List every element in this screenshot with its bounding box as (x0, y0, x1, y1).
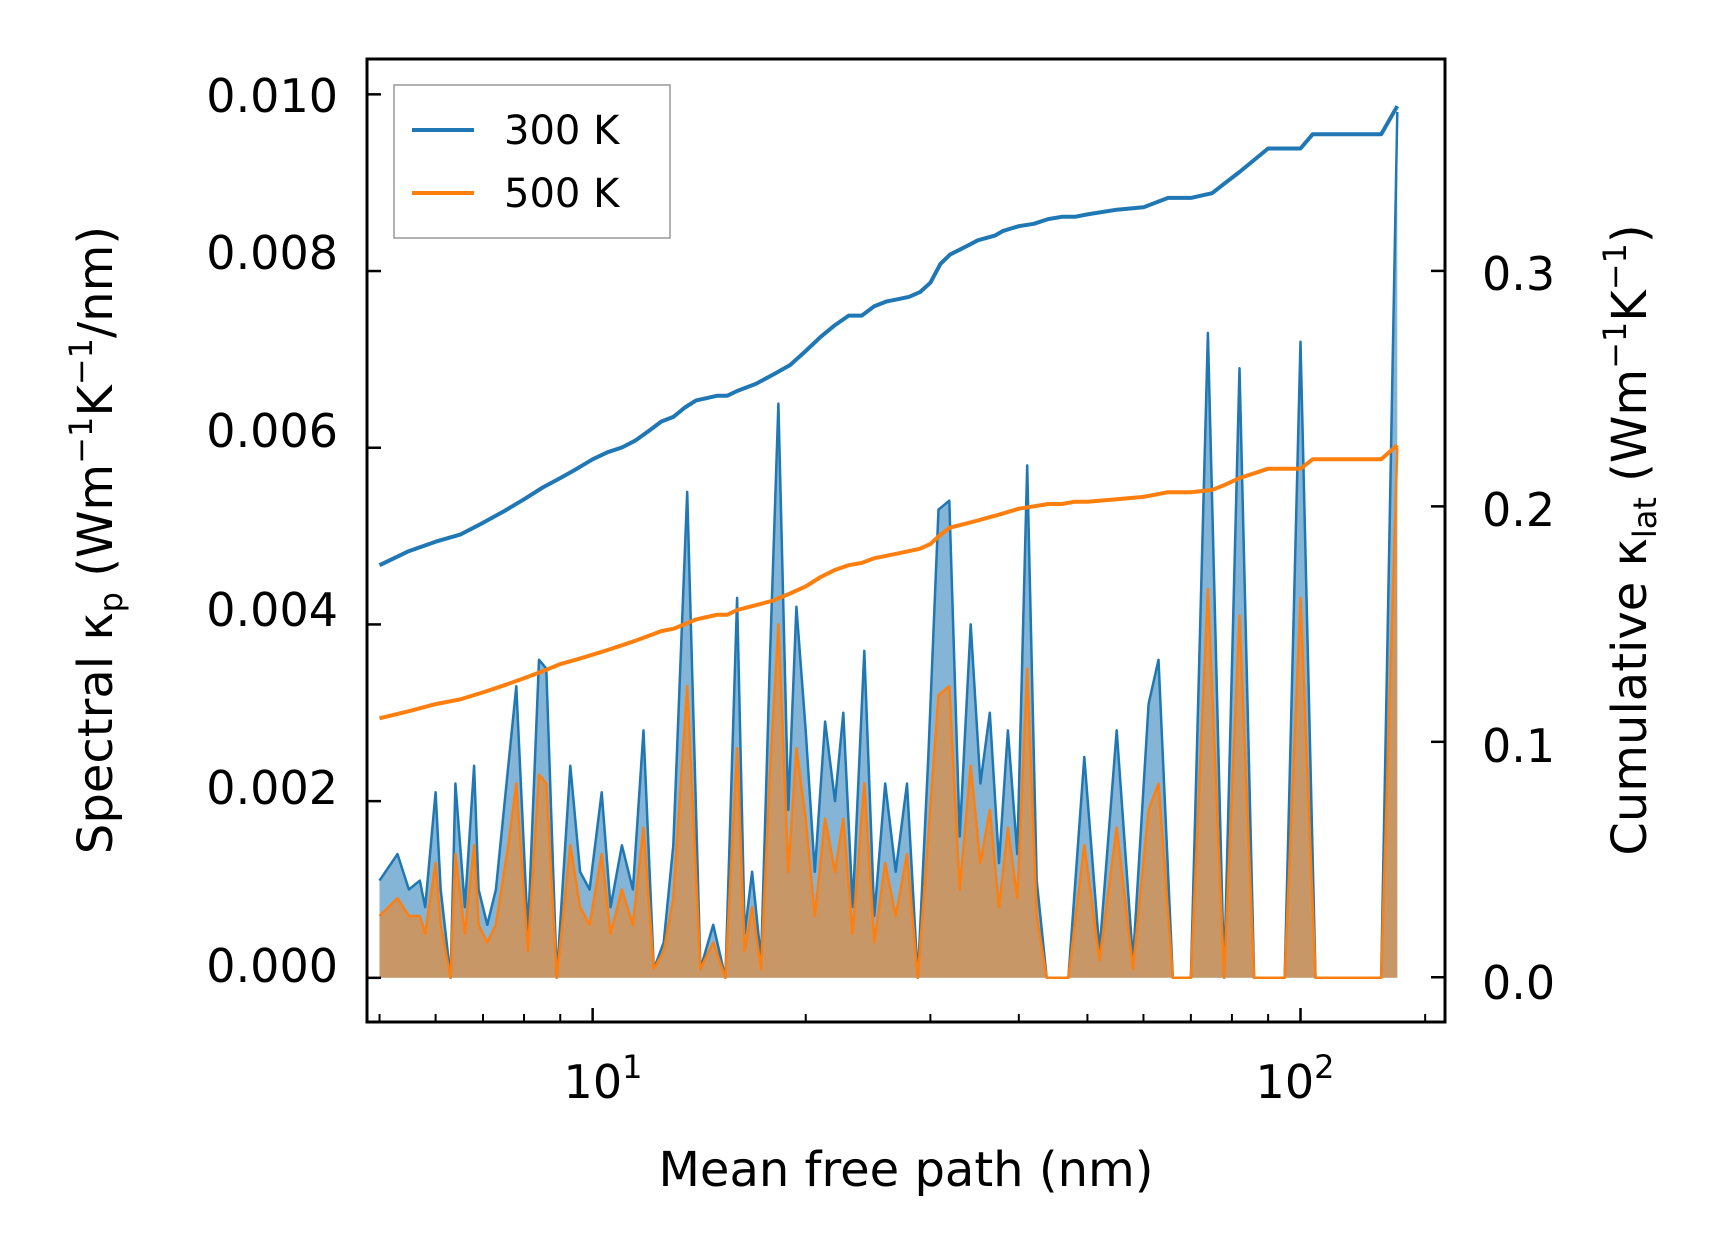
spectral-fills (379, 112, 1398, 978)
y-right-tick-label: 0.1 (1482, 719, 1555, 773)
x-axis-ticks (378, 1008, 1427, 1022)
cumulative-line-300k (378, 105, 1400, 568)
spectral-line-300k (378, 111, 1399, 980)
spectral-area-500k (379, 447, 1398, 978)
cumulative-line-500k (379, 443, 1399, 721)
spectral-lines (378, 111, 1399, 980)
x-tick-label-100: 102 (1256, 1048, 1335, 1109)
y-right-tick-label: 0.0 (1482, 956, 1555, 1010)
legend-box (393, 84, 671, 239)
y-left-tick-label: 0.008 (206, 226, 338, 280)
y-right-tick-label: 0.2 (1482, 483, 1555, 537)
y-right-axis-label: Cumulative κlat (Wm−1K−1) (1596, 224, 1664, 855)
y-left-tick-label: 0.004 (206, 583, 338, 637)
x-tick-label-10: 101 (564, 1048, 643, 1109)
y-left-tick-label: 0.006 (206, 404, 338, 458)
legend: 300 K 500 K (393, 84, 671, 239)
y-left-tick-label: 0.010 (206, 69, 338, 123)
spectral-line-500k (378, 447, 1399, 980)
y-left-tick-label: 0.000 (206, 939, 338, 993)
y-left-tick-label: 0.002 (206, 761, 338, 815)
y-left-axis-label: Spectral κp (Wm−1K−1/nm) (62, 226, 130, 854)
y-right-axis-ticks (1431, 269, 1445, 979)
plot-frame (365, 57, 1447, 1024)
y-right-tick-label: 0.3 (1482, 247, 1555, 301)
cumulative-lines (378, 105, 1400, 721)
legend-label-300k: 300 K (504, 108, 621, 154)
y-left-axis-ticks (367, 93, 381, 980)
legend-label-500k: 500 K (504, 171, 621, 217)
x-axis-label: Mean free path (nm) (659, 1142, 1154, 1198)
